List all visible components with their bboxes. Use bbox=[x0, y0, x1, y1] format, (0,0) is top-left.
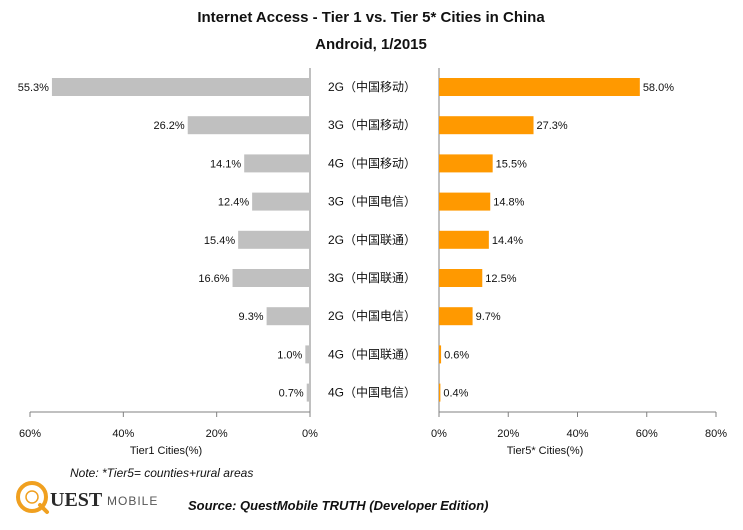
questmobile-logo: UEST MOBILE bbox=[16, 481, 158, 514]
chart-subtitle: Android, 1/2015 bbox=[315, 36, 427, 53]
left-axis-title: Tier1 Cities(%) bbox=[130, 445, 202, 457]
source-credit: Source: QuestMobile TRUTH (Developer Edi… bbox=[188, 498, 488, 513]
tier5-panel: 0% 20% 40% 60% 80% 58.0% 27.3% 15.5% 14.8% 14.4% 1… bbox=[431, 68, 727, 440]
left-tick-label: 20% bbox=[206, 428, 228, 440]
tier5-value-label: 0.6% bbox=[444, 349, 469, 361]
tier1-bar bbox=[306, 383, 310, 402]
logo-ring-icon bbox=[16, 481, 48, 513]
tier5-value-label: 0.4% bbox=[443, 388, 468, 400]
right-axis-title: Tier5* Cities(%) bbox=[507, 445, 584, 457]
category-label: 3G（中国联通） bbox=[328, 270, 416, 285]
tier1-bar bbox=[187, 116, 310, 135]
tier5-value-label: 14.8% bbox=[493, 197, 524, 209]
left-tick-label: 40% bbox=[112, 428, 134, 440]
right-tick-label: 60% bbox=[636, 428, 658, 440]
tier5-value-label: 9.7% bbox=[476, 311, 501, 323]
tier5-bar bbox=[439, 269, 483, 287]
category-label: 4G（中国电信） bbox=[328, 385, 416, 400]
left-tick-label: 0% bbox=[302, 428, 318, 440]
tier1-bar bbox=[252, 192, 310, 211]
tier5-bar bbox=[439, 307, 473, 326]
category-label: 4G（中国联通） bbox=[328, 346, 416, 361]
tier5-bar bbox=[439, 192, 491, 211]
tier5-bar bbox=[439, 116, 534, 135]
logo-tail-icon bbox=[38, 503, 49, 514]
chart-title: Internet Access - Tier 1 vs. Tier 5* Cit… bbox=[197, 9, 545, 26]
tier1-value-label: 12.4% bbox=[218, 197, 249, 209]
category-label: 3G（中国电信） bbox=[328, 194, 416, 209]
tier5-bar bbox=[439, 345, 442, 364]
tier1-bar bbox=[51, 78, 310, 96]
logo-inner-ring-icon bbox=[25, 490, 39, 504]
right-tick-label: 80% bbox=[705, 428, 727, 440]
left-tick-label: 60% bbox=[19, 428, 41, 440]
category-label: 3G（中国移动） bbox=[328, 117, 416, 132]
tier1-value-label: 0.7% bbox=[279, 388, 304, 400]
tier5-bar bbox=[439, 383, 441, 402]
tier1-bar bbox=[244, 154, 310, 173]
footnote: Note: *Tier5= counties+rural areas bbox=[70, 466, 253, 480]
tier1-value-label: 14.1% bbox=[210, 158, 241, 170]
tier5-value-label: 27.3% bbox=[537, 120, 568, 132]
tier1-value-label: 55.3% bbox=[18, 82, 49, 94]
category-label: 2G（中国电信） bbox=[328, 308, 416, 323]
tier1-value-label: 15.4% bbox=[204, 235, 235, 247]
right-tick-label: 40% bbox=[566, 428, 588, 440]
category-label: 2G（中国移动） bbox=[328, 79, 416, 94]
tier1-value-label: 1.0% bbox=[277, 349, 302, 361]
tier5-bar bbox=[439, 154, 493, 173]
tier1-value-label: 16.6% bbox=[198, 273, 229, 285]
tier5-bar bbox=[439, 78, 640, 96]
tier1-bar bbox=[238, 230, 310, 249]
logo-quest-text: UEST bbox=[50, 489, 103, 511]
tier5-value-label: 14.4% bbox=[492, 235, 523, 247]
tier5-value-label: 58.0% bbox=[643, 82, 674, 94]
logo-mobile-text: MOBILE bbox=[107, 494, 158, 508]
tier1-bar bbox=[232, 269, 310, 287]
tier1-bar bbox=[305, 345, 310, 364]
right-tick-label: 20% bbox=[497, 428, 519, 440]
tier1-value-label: 26.2% bbox=[154, 120, 185, 132]
tier5-value-label: 12.5% bbox=[485, 273, 516, 285]
tier5-bar bbox=[439, 230, 489, 249]
tier1-panel: 60% 40% 20% 0% 55.3% 26.2% 14.1% 12.4% 15.4% 16.6… bbox=[18, 68, 318, 440]
tier1-bar bbox=[266, 307, 310, 326]
category-labels: 2G（中国移动） 3G（中国移动） 4G（中国移动） 3G（中国电信） 2G（中国联通）… bbox=[328, 79, 416, 400]
tier1-value-label: 9.3% bbox=[239, 311, 264, 323]
right-tick-label: 0% bbox=[431, 428, 447, 440]
category-label: 2G（中国联通） bbox=[328, 232, 416, 247]
category-label: 4G（中国移动） bbox=[328, 155, 416, 170]
tier5-value-label: 15.5% bbox=[496, 158, 527, 170]
